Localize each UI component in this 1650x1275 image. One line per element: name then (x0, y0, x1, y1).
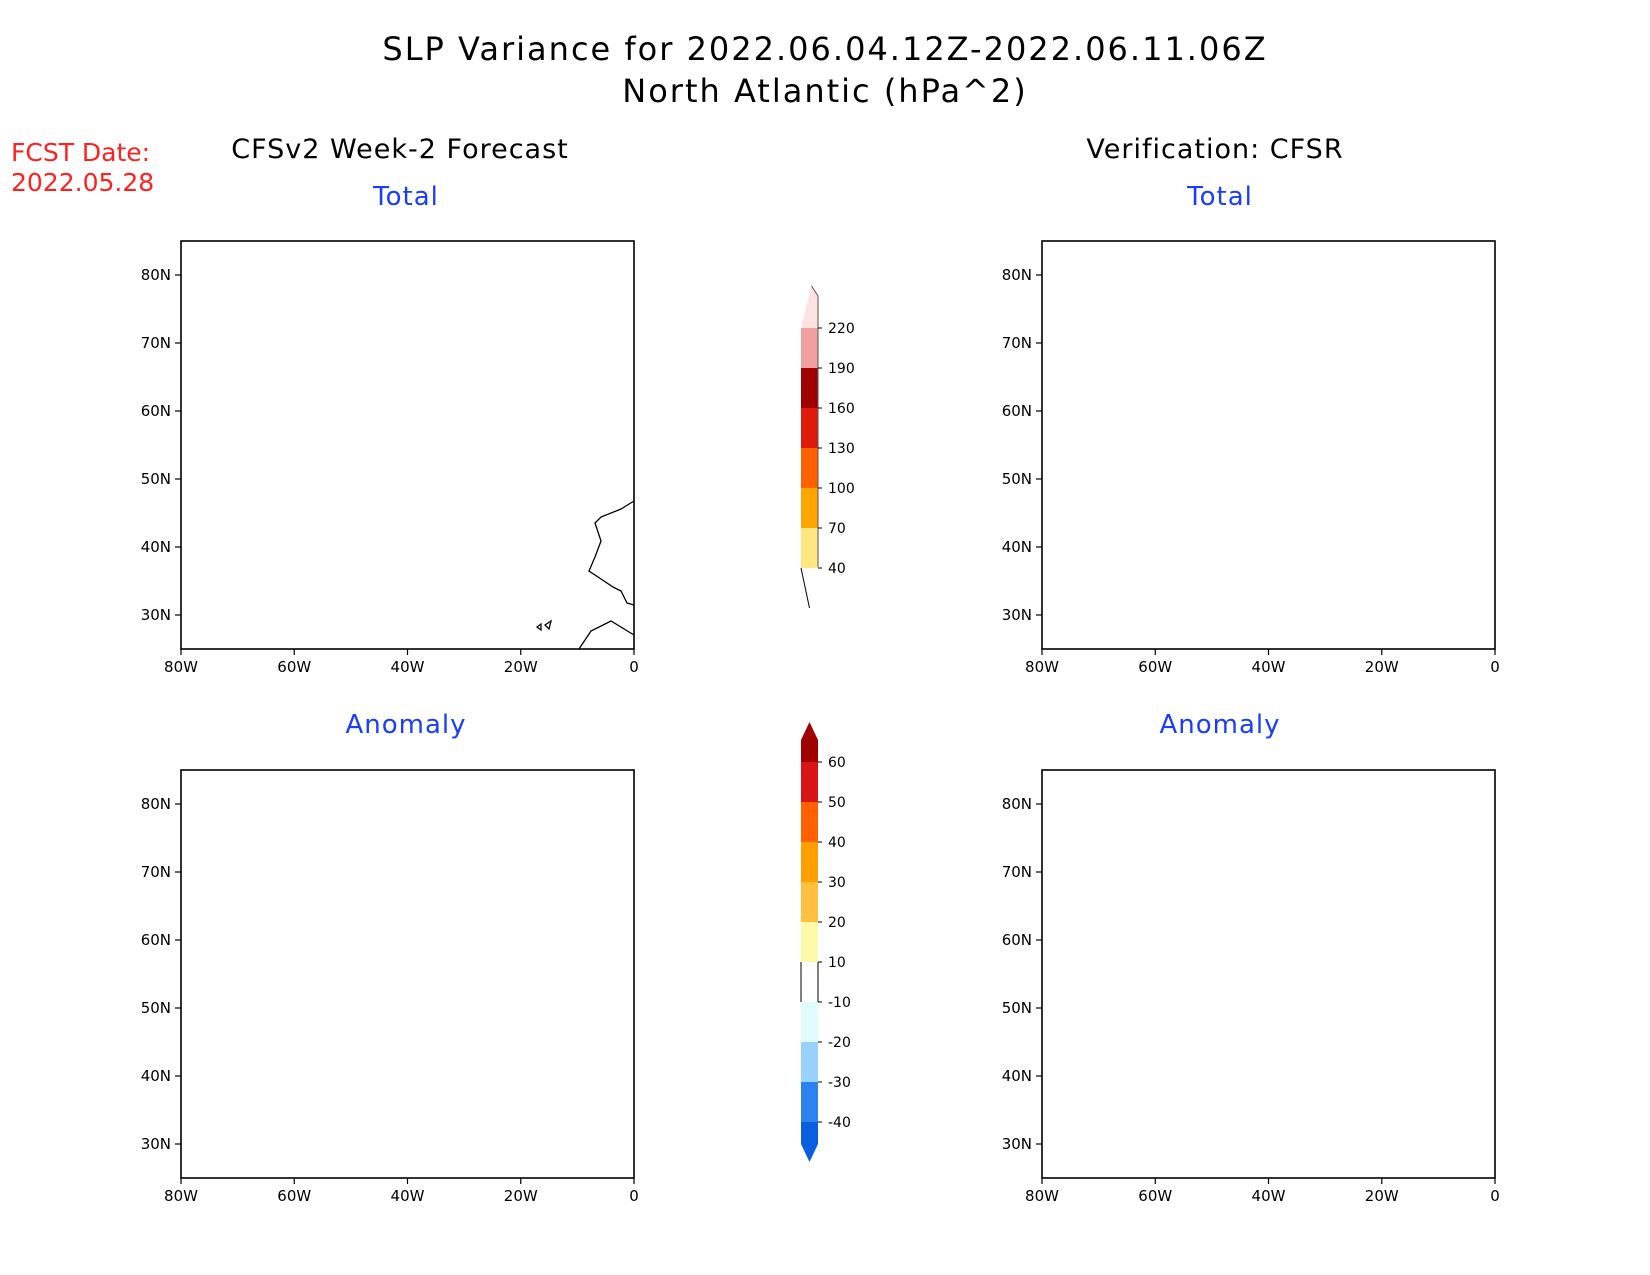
lon-tick-label: 80W (1025, 658, 1059, 676)
panel-title-verification-total: Total (1187, 182, 1253, 212)
panel-title-forecast-total: Total (373, 182, 439, 212)
colorbar-anomaly-label: -20 (828, 1035, 851, 1051)
lon-tick-label: 60W (277, 1187, 311, 1205)
fcst-date-value: 2022.05.28 (11, 168, 155, 197)
lon-tick-label: 80W (164, 658, 198, 676)
map-forecast-anomaly (180, 769, 635, 1179)
lon-tick-label: 60W (1138, 1187, 1172, 1205)
lat-tick-label: 70N (141, 863, 171, 881)
colorbar-anomaly-swatch (801, 922, 818, 962)
colorbar-total-arrow (801, 286, 818, 328)
lat-tick-label: 60N (141, 931, 171, 949)
lat-tick-label: 40N (1002, 1067, 1032, 1085)
lon-tick-label: 40W (1252, 658, 1286, 676)
lat-tick-label: 50N (1002, 470, 1032, 488)
lat-tick-label: 30N (1002, 606, 1032, 624)
colorbar-anomaly: -40 -30 -20 -10 10 20 30 40 50 60 (800, 722, 851, 1162)
colorbar-anomaly-swatch (801, 1082, 818, 1122)
lat-tick-label: 40N (1002, 538, 1032, 556)
lon-tick-label: 0 (629, 658, 639, 676)
lon-tick-label: 60W (277, 658, 311, 676)
lon-tick-label: 20W (504, 658, 538, 676)
colorbar-anomaly-label: 10 (828, 955, 846, 971)
colorbar-total-label: 190 (828, 361, 855, 377)
colorbar-total: 40 70 100 130 160 190 220 (800, 285, 855, 609)
colorbar-anomaly-swatch (801, 882, 818, 922)
colorbar-anomaly-arrow-high (801, 722, 818, 762)
lon-tick-label: 40W (391, 658, 425, 676)
lon-tick-label: 0 (1490, 658, 1500, 676)
colorbar-anomaly-swatch (801, 802, 818, 842)
lat-tick-label: 40N (141, 1067, 171, 1085)
lon-tick-label: 20W (1365, 1187, 1399, 1205)
lat-tick-label: 50N (1002, 999, 1032, 1017)
lat-tick-label: 60N (1002, 402, 1032, 420)
right-column-title: Verification: CFSR (1086, 134, 1344, 165)
colorbar-anomaly-swatch (801, 1002, 818, 1042)
lat-tick-label: 30N (141, 606, 171, 624)
colorbar-total-swatch (801, 408, 818, 448)
lon-tick-label: 80W (1025, 1187, 1059, 1205)
colorbar-anomaly-label: 50 (828, 795, 846, 811)
colorbar-anomaly-swatch (801, 762, 818, 802)
lat-tick-label: 70N (1002, 334, 1032, 352)
colorbar-anomaly-swatch (801, 842, 818, 882)
colorbar-anomaly-swatch (801, 1042, 818, 1082)
map-axes: 80N 70N 60N 50N 40N 30N 80W 60W 40W 20W 0 80N 70N 60N… (141, 266, 1500, 1205)
lat-tick-label: 70N (1002, 863, 1032, 881)
fcst-date-label: FCST Date: (11, 138, 151, 167)
colorbar-anomaly-swatch (801, 962, 818, 1002)
colorbar-anomaly-label: 60 (828, 755, 846, 771)
colorbar-total-swatch (801, 488, 818, 528)
lat-tick-label: 60N (1002, 931, 1032, 949)
lat-tick-label: 30N (1002, 1135, 1032, 1153)
colorbar-anomaly-label: 40 (828, 835, 846, 851)
panel-title-verification-anomaly: Anomaly (1159, 710, 1281, 740)
lat-tick-label: 70N (141, 334, 171, 352)
map-forecast-total (180, 240, 635, 650)
colorbar-anomaly-label: -10 (828, 995, 851, 1011)
colorbar-total-label: 70 (828, 521, 846, 537)
colorbar-anomaly-arrow-low (801, 1122, 818, 1162)
fcst-date-block: FCST Date: 2022.05.28 (11, 138, 154, 198)
main-title: SLP Variance for 2022.06.04.12Z-2022.06.… (382, 30, 1268, 68)
lon-tick-label: 20W (1365, 658, 1399, 676)
lat-tick-label: 80N (1002, 266, 1032, 284)
map-verification-anomaly (1041, 769, 1496, 1179)
colorbar-anomaly-label: -40 (828, 1115, 851, 1131)
map-verification-total (1041, 240, 1496, 650)
lon-tick-label: 0 (1490, 1187, 1500, 1205)
colorbar-anomaly-label: -30 (828, 1075, 851, 1091)
lat-tick-label: 80N (1002, 795, 1032, 813)
lat-tick-label: 30N (141, 1135, 171, 1153)
lat-tick-label: 80N (141, 266, 171, 284)
colorbar-total-label: 130 (828, 441, 855, 457)
lat-tick-label: 50N (141, 999, 171, 1017)
lat-tick-label: 60N (141, 402, 171, 420)
lon-tick-label: 40W (1252, 1187, 1286, 1205)
colorbar-total-swatch (801, 328, 818, 368)
main-subtitle: North Atlantic (hPa^2) (622, 72, 1028, 110)
colorbar-anomaly-label: 30 (828, 875, 846, 891)
colorbar-anomaly-label: 20 (828, 915, 846, 931)
left-column-title: CFSv2 Week-2 Forecast (231, 134, 569, 165)
colorbar-total-swatch (801, 448, 818, 488)
colorbar-total-label: 40 (828, 561, 846, 577)
lon-tick-label: 0 (629, 1187, 639, 1205)
lon-tick-label: 40W (391, 1187, 425, 1205)
lon-tick-label: 20W (504, 1187, 538, 1205)
colorbar-total-label: 160 (828, 401, 855, 417)
colorbar-total-swatch (801, 528, 818, 568)
lon-tick-label: 80W (164, 1187, 198, 1205)
colorbar-total-label: 220 (828, 321, 855, 337)
lat-tick-label: 40N (141, 538, 171, 556)
lat-tick-label: 80N (141, 795, 171, 813)
lon-tick-label: 60W (1138, 658, 1172, 676)
colorbar-total-label: 100 (828, 481, 855, 497)
colorbar-total-swatch (801, 368, 818, 408)
panel-title-forecast-anomaly: Anomaly (345, 710, 467, 740)
lat-tick-label: 50N (141, 470, 171, 488)
